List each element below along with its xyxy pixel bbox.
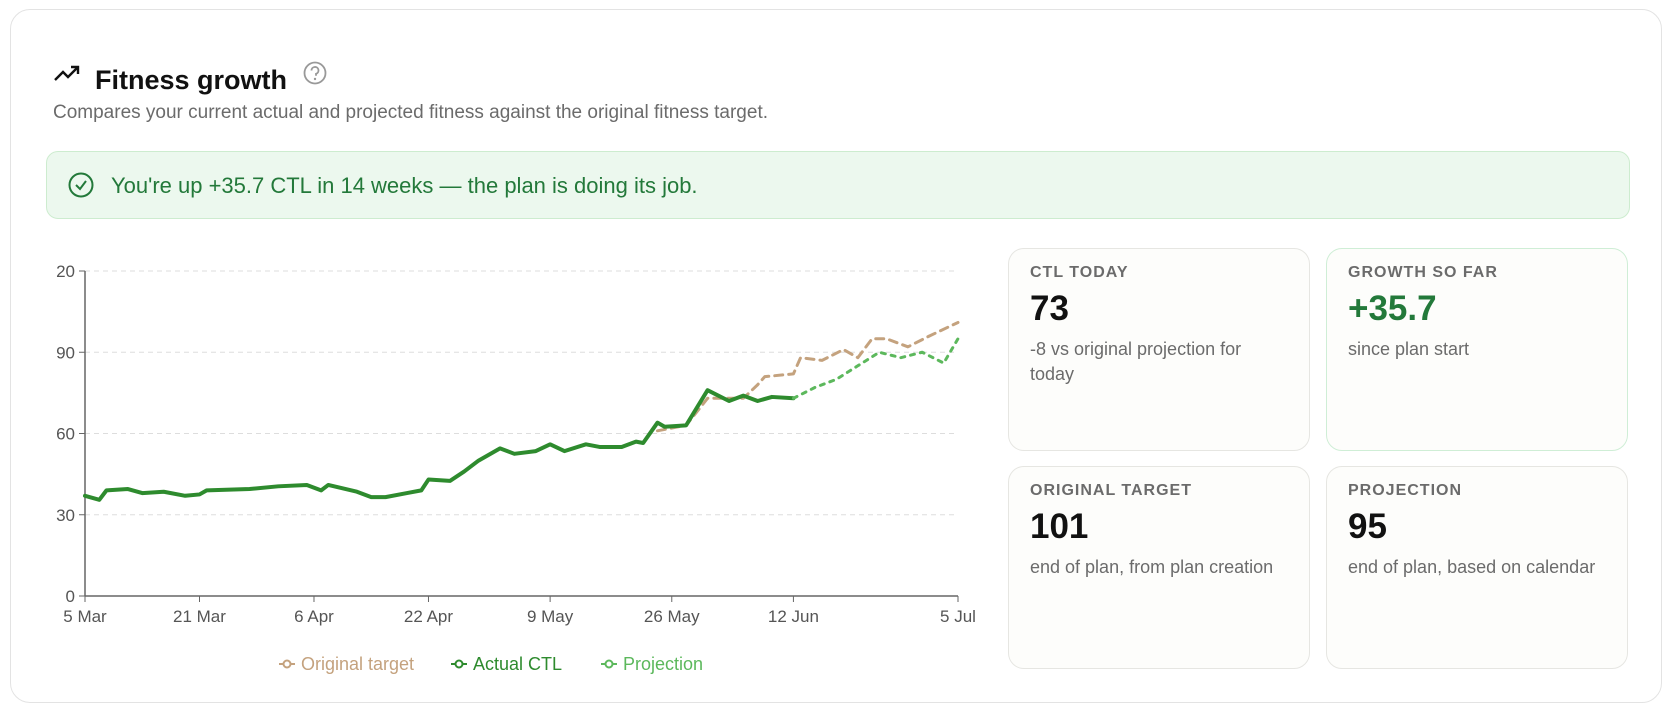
x-tick-label: 6 Apr [294, 607, 334, 626]
stat-label: CTL TODAY [1030, 264, 1129, 281]
stat-card: ORIGINAL TARGET 101 end of plan, from pl… [1008, 466, 1310, 669]
y-tick-label: 60 [56, 425, 75, 444]
stat-card: CTL TODAY 73 -8 vs original projection f… [1008, 248, 1310, 451]
x-tick-label: 21 Mar [173, 607, 226, 626]
stat-note: -8 vs original projection for today [1030, 339, 1242, 384]
series-line [791, 337, 960, 400]
series-line [655, 320, 960, 433]
legend-label: Projection [623, 654, 703, 674]
legend-label: Actual CTL [473, 654, 562, 674]
stat-value: 95 [1348, 507, 1387, 546]
banner-text: You're up +35.7 CTL in 14 weeks — the pl… [111, 173, 698, 198]
stat-note: since plan start [1348, 339, 1470, 359]
x-tick-label: 5 Mar [63, 607, 107, 626]
legend-marker [282, 659, 292, 669]
stat-label: GROWTH SO FAR [1348, 264, 1498, 281]
legend-marker [604, 659, 614, 669]
y-tick-label: 90 [56, 343, 75, 362]
y-tick-label: 0 [66, 587, 75, 606]
trend-icon [54, 65, 80, 81]
stat-card: PROJECTION 95 end of plan, based on cale… [1326, 466, 1628, 669]
x-tick-label: 12 Jun [768, 607, 819, 626]
status-banner: You're up +35.7 CTL in 14 weeks — the pl… [46, 151, 1630, 219]
x-tick-label: 22 Apr [404, 607, 453, 626]
stat-value: +35.7 [1348, 289, 1437, 328]
legend-label: Original target [301, 654, 414, 674]
series-line [83, 388, 796, 502]
stat-value: 73 [1030, 289, 1069, 328]
help-icon[interactable] [302, 60, 328, 86]
y-tick-label: 30 [56, 506, 75, 525]
stat-label: PROJECTION [1348, 482, 1463, 499]
x-tick-label: 9 May [527, 607, 574, 626]
stat-card: GROWTH SO FAR +35.7 since plan start [1326, 248, 1628, 451]
stat-note: end of plan, from plan creation [1030, 557, 1274, 577]
y-tick-label: 20 [56, 262, 75, 281]
stat-note: end of plan, based on calendar [1348, 557, 1596, 577]
legend-marker [454, 659, 464, 669]
stat-label: ORIGINAL TARGET [1030, 482, 1192, 499]
x-tick-label: 26 May [644, 607, 700, 626]
stat-value: 101 [1030, 507, 1089, 546]
subtitle: Compares your current actual and project… [53, 102, 768, 123]
x-tick-label: 5 Jul [940, 607, 976, 626]
chart: 0 30 60 90 20 5 Mar 21 Mar 6 Apr 22 Apr 9 May 26 M… [56, 262, 976, 674]
title: Fitness growth [95, 65, 288, 95]
check-icon [68, 172, 94, 198]
fitness-card: Fitness growth Compares your current act… [10, 9, 1662, 703]
